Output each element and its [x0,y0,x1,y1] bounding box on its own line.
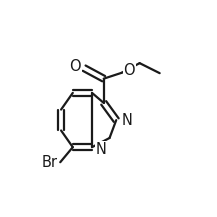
Text: Br: Br [42,155,58,170]
Text: O: O [123,63,135,78]
Text: N: N [96,142,107,157]
Text: N: N [121,113,132,128]
Text: O: O [69,59,81,74]
